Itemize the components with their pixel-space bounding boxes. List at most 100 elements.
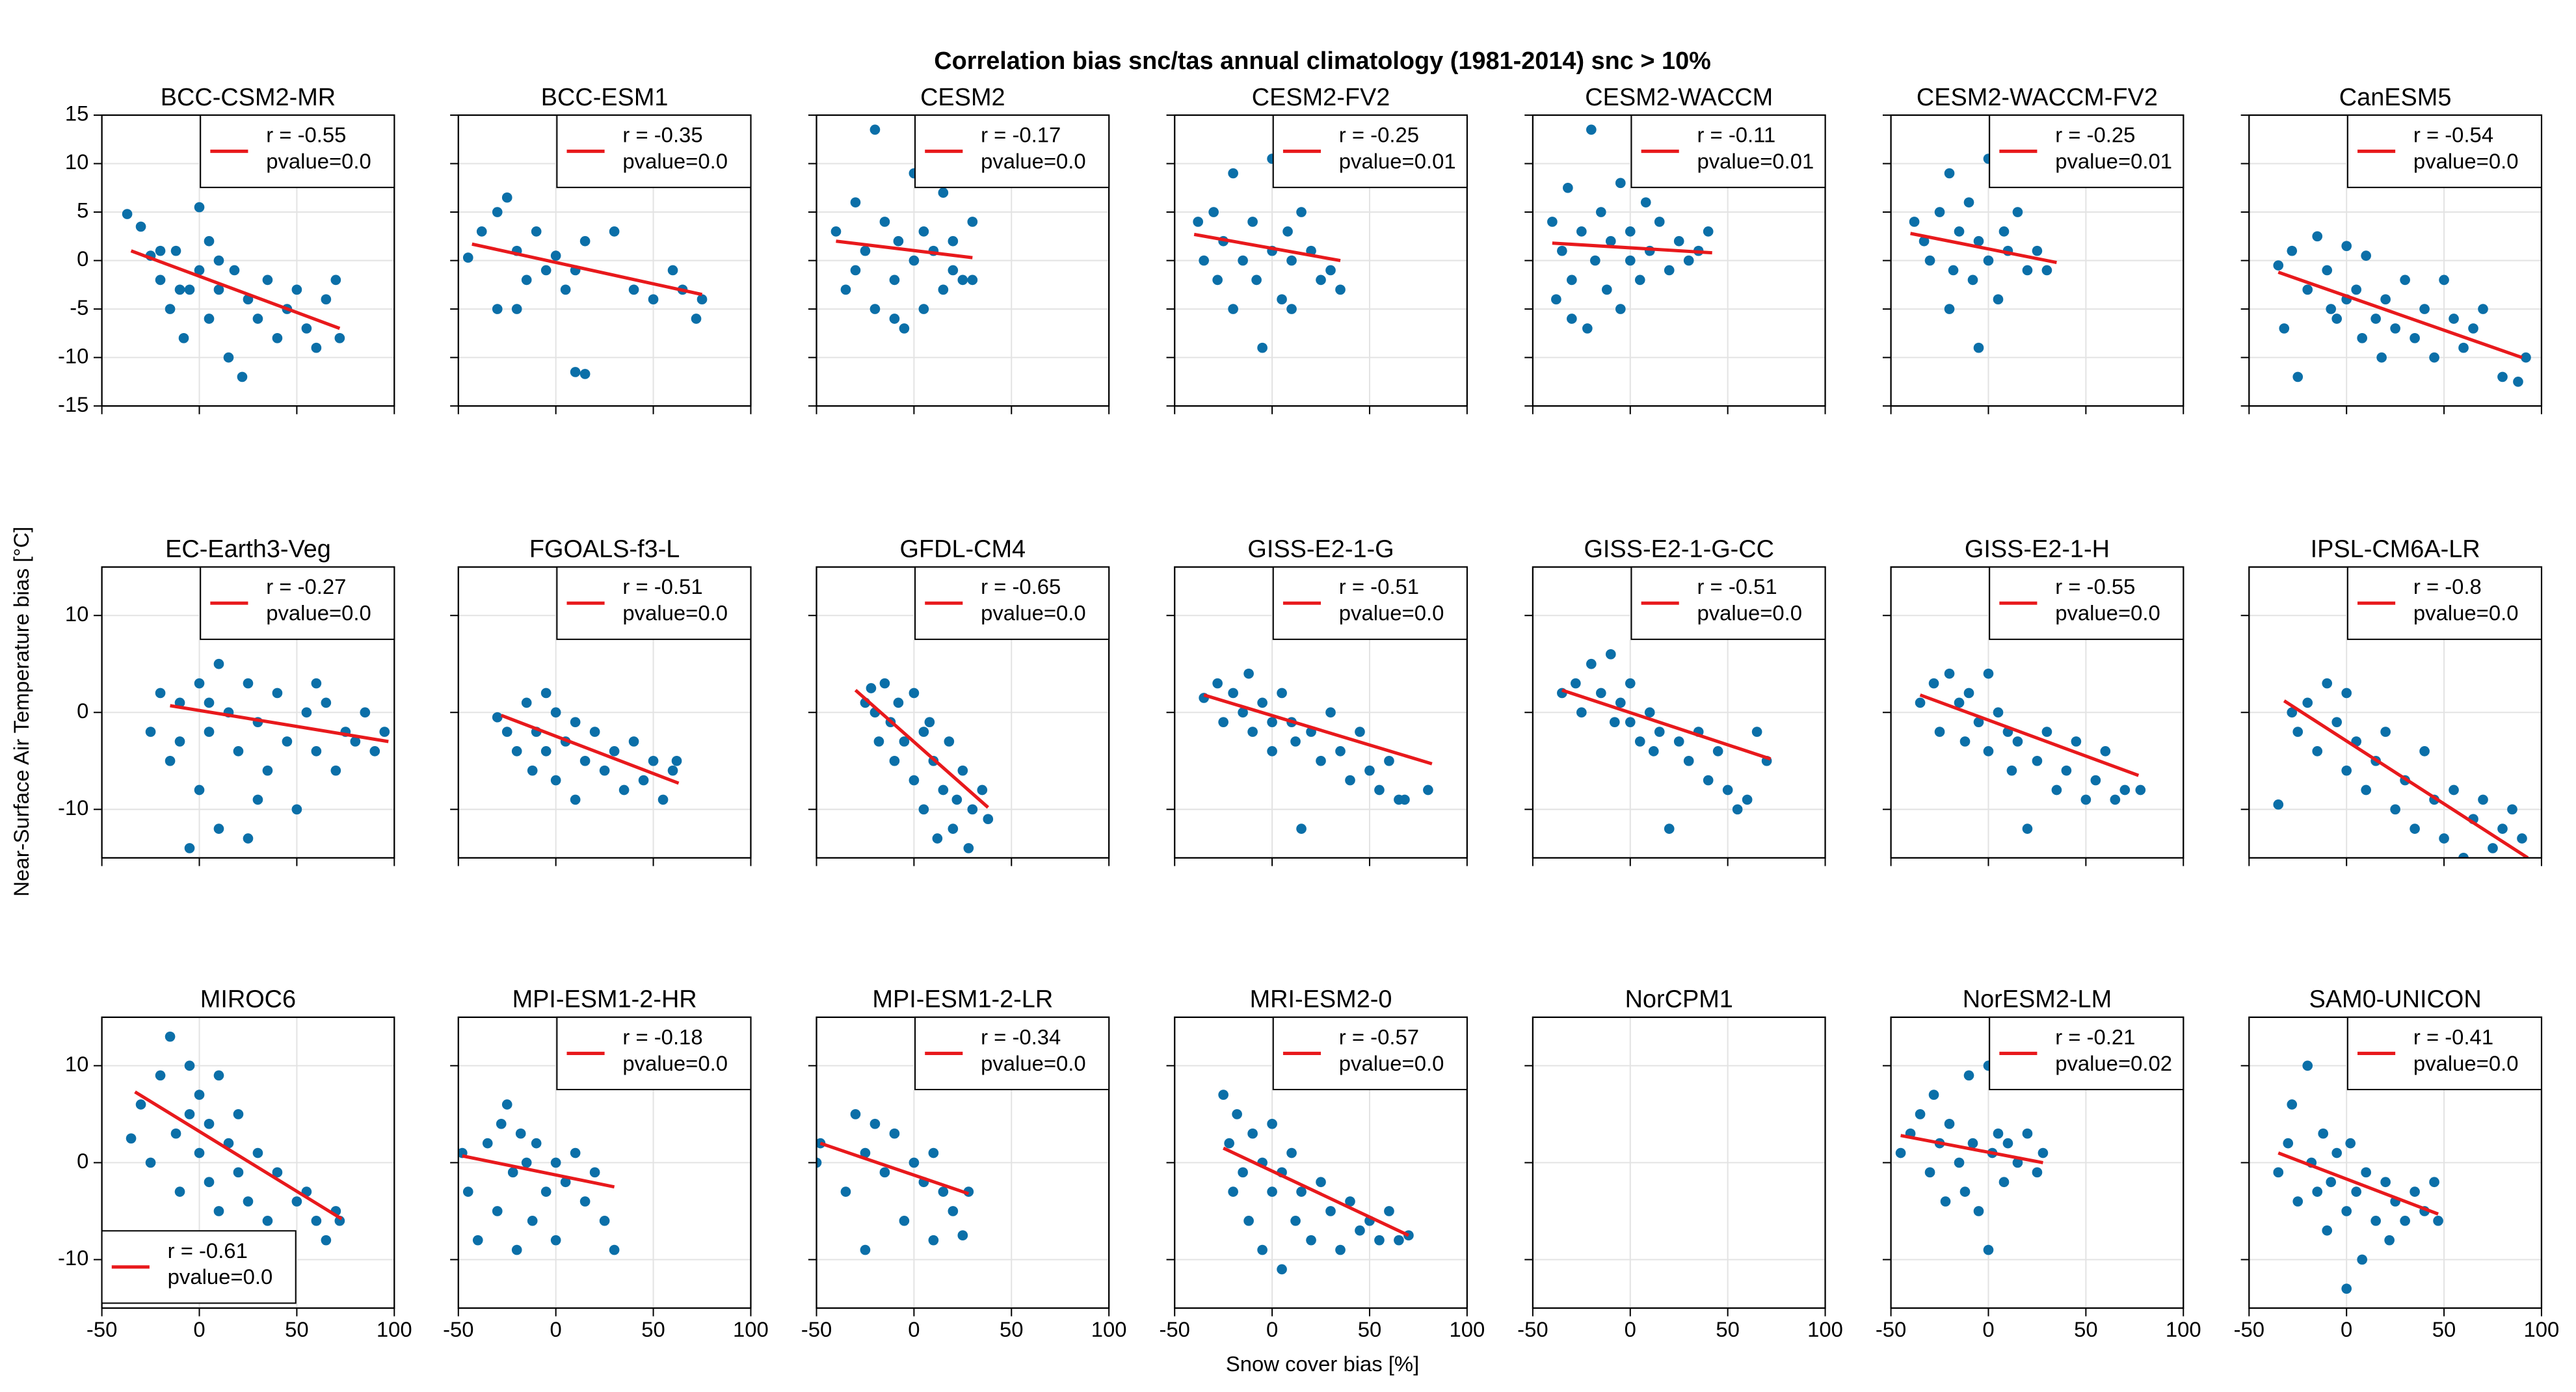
panel: GISS-E2-1-H r = -0.55 pvalue=0.0 [1882,535,2184,866]
point [1364,765,1375,776]
legend-label: pvalue=0.01 [1339,149,1456,173]
point [2449,314,2459,324]
point [648,755,659,766]
point [1212,678,1223,689]
point [2497,371,2508,382]
point [174,1186,185,1197]
point [1973,717,1984,727]
point [1551,294,1561,305]
point [550,1157,561,1168]
point [2110,794,2121,805]
y-tick-label: 0 [77,247,88,271]
legend-label: pvalue=0.0 [622,149,728,173]
point [2292,1196,2304,1207]
point [550,775,561,786]
panel: MPI-ESM1-2-HR -50 0 50 100 r = -0.18pvalue=0.… [443,986,769,1341]
point [889,755,900,766]
x-tick-label: -50 [443,1317,473,1341]
point [2341,241,2352,252]
point [184,843,195,853]
point [2292,371,2304,382]
point [204,314,215,324]
point [1973,342,1984,353]
point [1963,197,1974,207]
point [1243,668,1254,679]
point [2370,314,2381,324]
x-tick-label: -50 [2234,1317,2264,1341]
point [1944,668,1955,679]
panel-title: CESM2-FV2 [1252,84,1390,111]
point [2032,1167,2043,1178]
point [938,784,949,796]
point [2410,1186,2420,1197]
point [1267,1118,1277,1129]
x-tick-label: -50 [801,1317,832,1341]
point [1355,1225,1365,1236]
point [170,245,181,256]
point [1208,207,1219,217]
point [1218,1090,1228,1100]
legend-label: r = -0.51 [622,574,702,598]
point [2341,688,2352,699]
fit-line [1900,1134,2043,1164]
point [334,332,345,343]
point [1228,1186,1238,1197]
point [889,1128,900,1139]
legend-label: pvalue=0.0 [2413,149,2519,173]
legend-label: r = -0.8 [2413,574,2482,598]
legend: r = -0.55 pvalue=0.0 [1989,566,2184,640]
panel-title: GISS-E2-1-G-CC [1584,535,1774,563]
point [2322,678,2333,689]
legend-label: r = -0.21 [2055,1024,2135,1049]
point [1983,1244,1994,1255]
point [609,746,620,756]
point [1712,746,1723,756]
point [213,1206,224,1216]
point [511,304,522,314]
legend-label: pvalue=0.0 [981,601,1086,625]
point [213,1070,224,1081]
point [2331,314,2343,324]
point [213,255,224,266]
point [301,707,312,718]
plot-area [1218,1090,1414,1275]
point [1325,265,1336,276]
point [850,1109,861,1119]
panel: GISS-E2-1-G r = -0.51 pvalue=0.0 [1166,535,1468,866]
fit-line [1193,232,1341,263]
point [194,678,205,689]
panel-title: IPSL-CM6A-LR [2311,535,2480,563]
point [379,727,390,737]
panel-title: GISS-E2-1-H [1965,535,2110,563]
point [330,765,341,776]
x-tick-label: 0 [2341,1317,2352,1341]
point [1963,1070,1974,1081]
point [2433,1216,2443,1226]
point [1316,1177,1326,1188]
point [1993,294,2004,305]
point [2400,1216,2410,1226]
point [2361,784,2371,796]
legend-label: r = -0.61 [168,1238,248,1263]
point [1967,1138,1978,1149]
point [2119,784,2131,796]
point [889,314,900,324]
point [967,804,978,815]
point [1654,217,1665,227]
point [2513,377,2523,387]
panel-title: SAM0-UNICON [2309,986,2482,1013]
panel: IPSL-CM6A-LR r = -0.8 pvalue=0.0 [2240,535,2543,866]
point [609,226,620,237]
point [618,784,630,796]
point [2419,746,2430,756]
fit-line [1552,241,1712,255]
point [909,1157,920,1168]
x-tick-label: -50 [1159,1317,1189,1341]
legend: r = -0.65 pvalue=0.0 [914,566,1110,640]
point [628,736,639,747]
point [1722,784,1733,796]
point [1423,784,1433,796]
